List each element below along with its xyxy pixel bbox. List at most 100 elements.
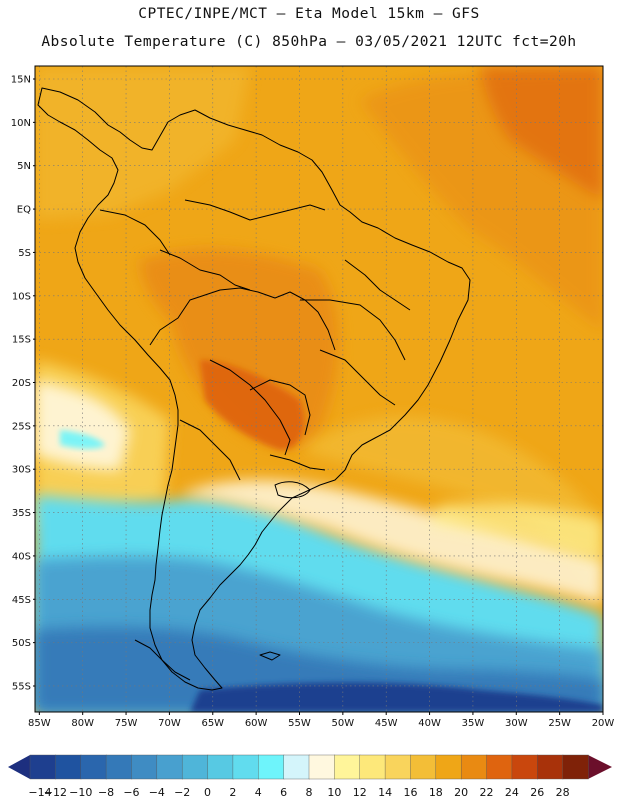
border-chile-argentina-north xyxy=(179,419,241,481)
colorbar-label: −6 xyxy=(123,786,139,799)
lat-label: 45S xyxy=(12,595,31,606)
colorbar-box xyxy=(334,754,361,780)
colorbar-box xyxy=(181,754,209,780)
coast-tierra-del-fuego xyxy=(134,639,191,681)
colorbar-label: 26 xyxy=(530,786,544,799)
colorbar-box xyxy=(511,754,538,780)
coastline-borders xyxy=(37,87,471,691)
lon-label: 80W xyxy=(71,718,94,729)
field-zone-atlantic-hot xyxy=(480,66,603,200)
colorbar-box xyxy=(156,754,183,780)
colorbar-label: −2 xyxy=(174,786,190,799)
colorbar-label: 10 xyxy=(327,786,341,799)
lon-label: 55W xyxy=(288,718,311,729)
colorbar-box xyxy=(232,754,259,780)
colorbar: −14−12 −10 −8 −6 −4 −2 0 2 4 6 8 10 12 14 16 18 20 22 24 26… xyxy=(8,754,612,799)
colorbar-label: 16 xyxy=(403,786,417,799)
border-colombia-peru xyxy=(99,209,171,256)
colorbar-box xyxy=(486,754,513,780)
lon-label: 35W xyxy=(462,718,485,729)
coast-rio-de-la-plata xyxy=(274,481,311,499)
colorbar-label: 6 xyxy=(280,786,287,799)
lat-label: EQ xyxy=(17,205,31,216)
lat-label: 30S xyxy=(12,465,31,476)
border-bolivia-paraguay xyxy=(249,379,311,436)
latitude-labels: 15N 10N 5N EQ 5S 10S 15S 20S 25S 30S 35S 40S 45S 50S 5… xyxy=(11,75,35,692)
field-zone-continental-hot xyxy=(200,360,304,450)
colorbar-box xyxy=(410,754,437,780)
map-title-line1: CPTEC/INPE/MCT – Eta Model 15km – GFS xyxy=(138,6,480,22)
lat-label: 5S xyxy=(18,248,31,259)
colorbar-label: 12 xyxy=(353,786,367,799)
colorbar-label: −8 xyxy=(98,786,114,799)
lon-label: 65W xyxy=(201,718,224,729)
lat-label: 35S xyxy=(12,508,31,519)
colorbar-label: 20 xyxy=(454,786,468,799)
colorbar-label: 8 xyxy=(306,786,313,799)
lon-label: 20W xyxy=(592,718,615,729)
colorbar-label: −14 xyxy=(28,786,51,799)
colorbar-box xyxy=(359,754,386,780)
lon-label: 40W xyxy=(418,718,441,729)
field-zone-atlantic-mild xyxy=(300,416,603,600)
lon-label: 85W xyxy=(28,718,51,729)
lat-label: 55S xyxy=(12,681,31,692)
colorbar-box xyxy=(105,754,133,780)
lon-label: 45W xyxy=(375,718,398,729)
colorbar-box xyxy=(29,754,57,780)
map-frame xyxy=(34,65,604,713)
colorbar-box xyxy=(55,754,82,780)
colorbar-label: −10 xyxy=(69,786,92,799)
field-zone-pacific-north xyxy=(35,66,250,220)
longitude-labels: 85W 80W 75W 70W 65W 60W 55W 50W 45W 40W 35W 30W 25W 2… xyxy=(28,712,614,729)
colorbar-label: 2 xyxy=(229,786,236,799)
colorbar-box xyxy=(258,754,285,780)
lat-label: 40S xyxy=(12,551,31,562)
field-zone-transition xyxy=(180,480,603,605)
lat-label: 10N xyxy=(11,118,31,129)
lon-label: 60W xyxy=(245,718,268,729)
lat-label: 5N xyxy=(17,161,31,172)
colorbar-box xyxy=(460,754,488,780)
colorbar-label: 4 xyxy=(255,786,262,799)
border-uruguay xyxy=(269,454,326,471)
lat-label: 50S xyxy=(12,638,31,649)
colorbar-label: 28 xyxy=(556,786,570,799)
colorbar-labels: −14−12 −10 −8 −6 −4 −2 0 2 4 6 8 10 12 14 16 18 20 22 24 26… xyxy=(28,786,569,799)
border-brazil-states-3 xyxy=(344,259,411,311)
colorbar-label: 18 xyxy=(429,786,443,799)
colorbar-boxes xyxy=(29,754,589,780)
south-america-coastline xyxy=(37,87,471,691)
lat-label: 15N xyxy=(11,75,31,86)
lon-label: 75W xyxy=(115,718,138,729)
lon-label: 30W xyxy=(505,718,528,729)
field-zone-coldest xyxy=(190,682,603,712)
colorbar-label: −12 xyxy=(44,786,67,799)
colorbar-box xyxy=(80,754,107,780)
colorbar-box xyxy=(283,754,310,780)
lat-label: 20S xyxy=(12,378,31,389)
border-peru-brazil xyxy=(159,249,251,291)
lon-label: 50W xyxy=(332,718,355,729)
lat-label: 10S xyxy=(12,291,31,302)
lat-label: 15S xyxy=(12,335,31,346)
colorbar-label: 22 xyxy=(480,786,494,799)
colorbar-high-arrow xyxy=(588,755,612,779)
colorbar-box xyxy=(537,754,564,780)
colorbar-box xyxy=(435,754,462,780)
colorbar-box xyxy=(384,754,412,780)
field-zone-pacific-cool xyxy=(35,380,130,470)
island-falklands xyxy=(259,651,281,661)
graticule xyxy=(35,66,603,712)
temperature-field xyxy=(35,66,603,712)
border-venezuela-brazil xyxy=(184,199,326,221)
colorbar-box xyxy=(131,754,158,780)
map-title-line2: Absolute Temperature (C) 850hPa – 03/05/… xyxy=(41,34,577,50)
colorbar-label: 24 xyxy=(505,786,519,799)
colorbar-label: −4 xyxy=(149,786,165,799)
border-brazil-states-2 xyxy=(319,349,396,406)
border-paraguay-brazil xyxy=(209,359,291,456)
lon-label: 25W xyxy=(548,718,571,729)
lat-label: 25S xyxy=(12,421,31,432)
